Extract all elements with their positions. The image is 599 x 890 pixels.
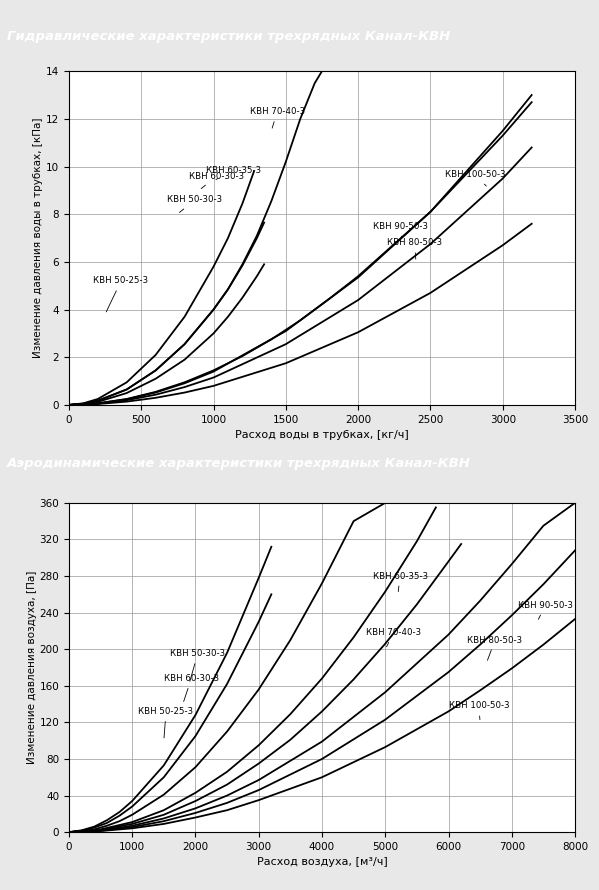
Text: КВН 60-30-3: КВН 60-30-3 bbox=[189, 172, 244, 189]
Text: КВН 80-50-3: КВН 80-50-3 bbox=[467, 635, 522, 660]
Text: КВН 80-50-3: КВН 80-50-3 bbox=[387, 239, 442, 259]
Text: КВН 50-25-3: КВН 50-25-3 bbox=[138, 707, 193, 738]
Y-axis label: Изменение давления воды в трубках, [кПа]: Изменение давления воды в трубках, [кПа] bbox=[33, 117, 43, 359]
Text: Аэродинамические характеристики трехрядных Канал-КВН: Аэродинамические характеристики трехрядн… bbox=[7, 457, 471, 470]
Text: КВН 60-35-3: КВН 60-35-3 bbox=[206, 166, 261, 180]
Text: КВН 90-50-3: КВН 90-50-3 bbox=[373, 222, 428, 238]
Text: КВН 60-30-3: КВН 60-30-3 bbox=[164, 674, 219, 701]
Text: КВН 90-50-3: КВН 90-50-3 bbox=[518, 601, 573, 619]
Text: КВН 70-40-3: КВН 70-40-3 bbox=[366, 628, 421, 647]
Text: КВН 50-30-3: КВН 50-30-3 bbox=[167, 196, 222, 213]
X-axis label: Расход воды в трубках, [кг/ч]: Расход воды в трубках, [кг/ч] bbox=[235, 430, 409, 441]
Text: КВН 50-25-3: КВН 50-25-3 bbox=[93, 277, 149, 312]
Text: КВН 70-40-3: КВН 70-40-3 bbox=[250, 107, 305, 128]
Text: Гидравлические характеристики трехрядных Канал-КВН: Гидравлические характеристики трехрядных… bbox=[7, 30, 450, 43]
Text: КВН 50-30-3: КВН 50-30-3 bbox=[170, 650, 225, 681]
X-axis label: Расход воздуха, [м³/ч]: Расход воздуха, [м³/ч] bbox=[256, 857, 388, 868]
Y-axis label: Изменение давления воздуха, [Па]: Изменение давления воздуха, [Па] bbox=[26, 570, 37, 765]
Text: КВН 100-50-3: КВН 100-50-3 bbox=[445, 170, 506, 186]
Text: КВН 100-50-3: КВН 100-50-3 bbox=[449, 701, 509, 720]
Text: КВН 60-35-3: КВН 60-35-3 bbox=[373, 571, 428, 592]
